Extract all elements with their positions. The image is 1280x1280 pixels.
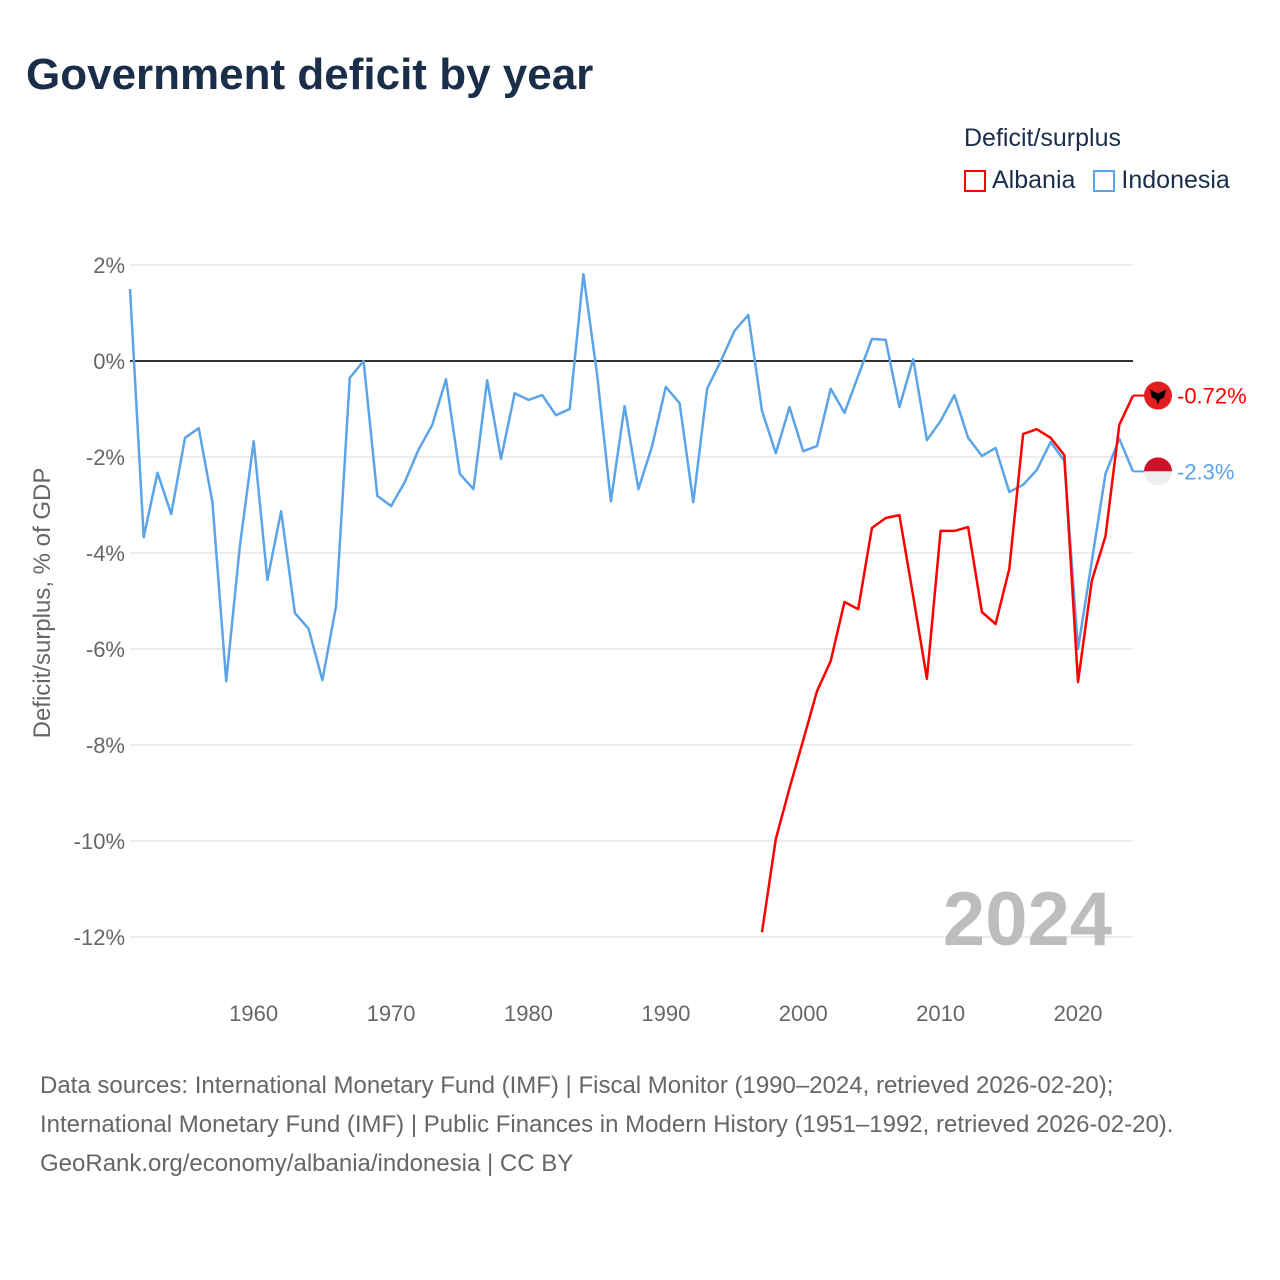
data-sources: Data sources: International Monetary Fun…: [40, 1072, 1174, 1138]
x-tick-label: 1970: [367, 1001, 416, 1026]
legend-label: Albania: [992, 166, 1076, 194]
y-tick-label: -12%: [74, 925, 125, 950]
page-title: Government deficit by year: [26, 50, 594, 99]
flag-bottom: [1144, 471, 1172, 486]
y-tick-label: -6%: [86, 637, 125, 662]
y-tick-label: -2%: [86, 445, 125, 470]
legend-swatch-albania: [964, 169, 986, 192]
x-tick-label: 2000: [779, 1001, 828, 1026]
eagle-icon: [1150, 389, 1166, 405]
x-tick-label: 2010: [916, 1001, 965, 1026]
flag-top: [1144, 457, 1172, 472]
x-tick-label: 1960: [229, 1001, 278, 1026]
flag-indonesia-icon: [1144, 457, 1172, 486]
y-tick-label: 2%: [93, 253, 125, 278]
legend-label: Indonesia: [1121, 166, 1230, 194]
y-tick-label: -8%: [86, 733, 125, 758]
legend-item-albania[interactable]: Albania: [964, 166, 1075, 195]
flag-albania-icon: [1144, 381, 1172, 410]
y-tick-label: -4%: [86, 541, 125, 566]
y-tick-label: 0%: [93, 349, 125, 374]
end-value-label: -0.72%: [1177, 384, 1247, 409]
x-tick-label: 2020: [1054, 1001, 1103, 1026]
footer: Data sources: International Monetary Fun…: [40, 1066, 1240, 1183]
legend-swatch-indonesia: [1093, 169, 1116, 192]
credit-link[interactable]: GeoRank.org/economy/albania/indonesia | …: [40, 1150, 574, 1177]
series-line-albania: [760, 395, 1135, 933]
end-value-label: -2.3%: [1177, 459, 1234, 484]
y-axis-label: Deficit/surplus, % of GDP: [29, 468, 56, 739]
legend-item-indonesia[interactable]: Indonesia: [1093, 166, 1230, 195]
legend-title: Deficit/surplus: [964, 124, 1121, 152]
series-line-indonesia: [128, 272, 1135, 683]
y-tick-label: -10%: [74, 829, 125, 854]
year-watermark: 2024: [943, 877, 1112, 962]
x-tick-label: 1990: [641, 1001, 690, 1026]
x-tick-label: 1980: [504, 1001, 553, 1026]
legend: Albania Indonesia: [964, 166, 1230, 195]
